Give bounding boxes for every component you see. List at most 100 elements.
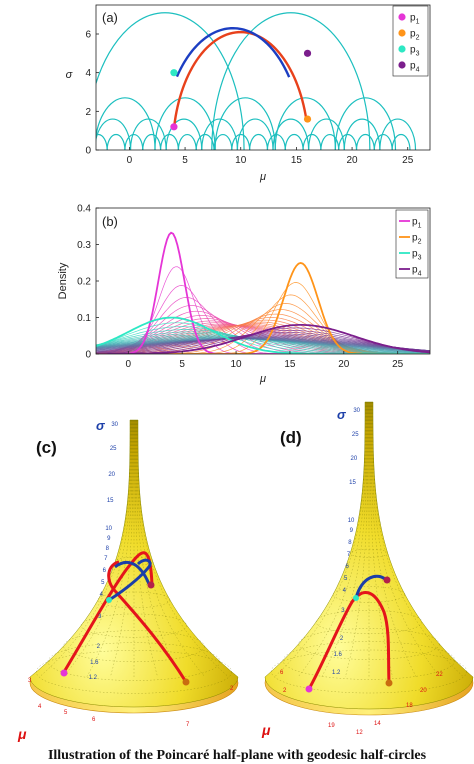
- sigma-tick-d: 5: [344, 576, 348, 582]
- chart-b: 0 5 10 15 20 25 0 0.1 0.2 0.3 0.4 μ Density (b) p1 p2 p3…: [57, 204, 431, 385]
- sigma-tick-d: 8: [348, 540, 352, 546]
- grid-arc: [373, 134, 393, 150]
- geodesic-red-d: [307, 591, 391, 690]
- mu-tick-c: 7: [186, 722, 190, 728]
- figure-caption: Illustration of the Poincaré half-plane …: [47, 748, 427, 763]
- grid-arc: [236, 118, 274, 150]
- surface-meridian: [345, 402, 369, 678]
- surface-parallel: [332, 586, 406, 603]
- sigma-tick-c: 10: [105, 526, 112, 532]
- mu-tick-d: 12: [356, 730, 363, 736]
- geodesic-p3-p4: [175, 26, 291, 78]
- grid-arc: [177, 134, 197, 150]
- point-p2: [303, 115, 312, 123]
- x-tick-label-a: 25: [402, 155, 414, 166]
- sigma-tick-d: 1.6: [333, 652, 342, 658]
- point-p2-c: [182, 678, 190, 686]
- surface-parallel: [298, 628, 440, 660]
- panel-a: 0 5 10 15 20 25 0 2 4 6 μ σ (a) p1 p2 p3 p4: [0, 0, 474, 196]
- interpolated-density: [96, 338, 430, 352]
- x-tick-label-a: 20: [347, 155, 359, 166]
- mu-tick-d: 6: [280, 670, 284, 676]
- interpolated-density: [96, 337, 430, 351]
- sigma-tick-d: 20: [351, 456, 358, 462]
- surface-parallel: [271, 649, 467, 694]
- geodesic-blue-c: [108, 558, 152, 602]
- legend-marker-p1: [398, 13, 406, 21]
- sigma-tick-d: 7: [347, 552, 351, 558]
- grid-arc: [165, 118, 203, 150]
- surface-meridian: [86, 419, 133, 678]
- sigma-tick-d: 15: [349, 480, 356, 486]
- sigma-axis-label-d: σ: [337, 407, 347, 422]
- interpolated-density: [96, 333, 430, 354]
- grid-arc: [159, 134, 179, 150]
- grid-arc: [195, 134, 215, 150]
- sigma-tick-c: 1.6: [90, 660, 99, 666]
- grid-arc: [302, 134, 322, 150]
- surface-meridian: [370, 401, 417, 678]
- y-tick-label-a: 0: [85, 146, 91, 157]
- x-tick-label-b: 5: [179, 359, 185, 370]
- sigma-tick-d: 30: [353, 408, 360, 414]
- grid-arc: [391, 134, 411, 150]
- legend-label-p4: p4: [410, 61, 420, 74]
- x-tick-label-a: 0: [127, 155, 133, 166]
- mu-tick-d: 20: [420, 688, 427, 694]
- interpolated-density: [96, 337, 430, 351]
- point-p4-d: [383, 576, 391, 584]
- sigma-tick-c: 30: [111, 422, 118, 428]
- sigma-tick-c: 1.2: [89, 675, 98, 681]
- interpolated-density: [96, 333, 430, 354]
- y-tick-label-a: 6: [85, 30, 91, 41]
- grid-arc: [154, 97, 216, 150]
- grid-arc: [214, 97, 276, 150]
- grid-arc: [320, 134, 340, 150]
- sigma-tick-d: 4: [343, 588, 347, 594]
- interpolated-density: [96, 331, 430, 354]
- y-tick-label-b: 0: [85, 350, 91, 361]
- interpolated-density: [96, 336, 430, 352]
- y-tick-label-b: 0.3: [77, 240, 91, 251]
- grid-arcs: [96, 12, 417, 150]
- surface-meridian: [110, 420, 134, 678]
- x-tick-label-b: 25: [392, 359, 404, 370]
- sigma-tick-c: 2: [97, 644, 101, 650]
- point-p3: [170, 69, 178, 77]
- y-tick-label-b: 0.2: [77, 277, 91, 288]
- legend-a: p1 p2 p3 p4: [392, 5, 429, 77]
- grid-arc: [201, 118, 238, 150]
- sigma-tick-c: 3: [98, 614, 102, 620]
- mu-tick-c: 5: [64, 710, 68, 716]
- panel-label-a: (a): [102, 10, 118, 25]
- grid-arc: [106, 134, 126, 150]
- grid-arc: [274, 97, 336, 150]
- mu-tick-c: 3: [28, 678, 32, 684]
- geodesic-blue-d: [354, 574, 388, 599]
- mu-tick-c: 2: [230, 686, 234, 692]
- grid-arc: [249, 134, 269, 150]
- x-tick-label-a: 5: [182, 155, 188, 166]
- surface-parallel: [36, 650, 232, 694]
- mu-axis-label-d: μ: [261, 722, 271, 738]
- grid-arc: [308, 118, 345, 150]
- x-tick-label-b: 10: [231, 359, 243, 370]
- sigma-tick-d: 2: [340, 636, 344, 642]
- surface-meridian: [321, 401, 368, 678]
- point-p4-c: [147, 581, 155, 589]
- interpolated-density: [96, 334, 430, 353]
- point-p3-c: [106, 597, 112, 603]
- density-p2: [96, 262, 430, 354]
- pseudosphere-views: (c)σμ3025201510987654321.61.2345672(d)σμ…: [17, 401, 474, 742]
- sigma-axis-label-c: σ: [96, 418, 106, 433]
- sigma-tick-c: 6: [103, 568, 107, 574]
- interpolated-density: [96, 297, 430, 354]
- grid-arc: [343, 118, 381, 150]
- x-tick-label-b: 15: [284, 359, 296, 370]
- panel-3d: (c) σ μ 30 25 20 15 10 9 8 7 6 5 4 3 2 1.6 1.2 3 4 5 6 7 2 (d) σ μ…: [0, 392, 474, 764]
- surface-parallel: [97, 591, 171, 608]
- chart-a: 0 5 10 15 20 25 0 2 4 6 μ σ (a) p1 p2 p3 p4: [66, 4, 431, 183]
- sigma-tick-d: 25: [352, 432, 359, 438]
- sigma-tick-c: 9: [107, 536, 111, 542]
- grid-arc: [334, 97, 397, 150]
